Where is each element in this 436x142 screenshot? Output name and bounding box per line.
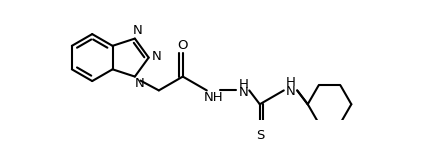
Text: H: H [286,76,296,89]
Text: N: N [135,77,145,90]
Text: S: S [256,129,265,142]
Text: O: O [177,39,188,52]
Text: NH: NH [204,91,223,104]
Text: H: H [238,78,249,91]
Text: N: N [152,50,162,63]
Text: N: N [238,86,248,99]
Text: N: N [286,85,295,98]
Text: N: N [133,24,142,37]
